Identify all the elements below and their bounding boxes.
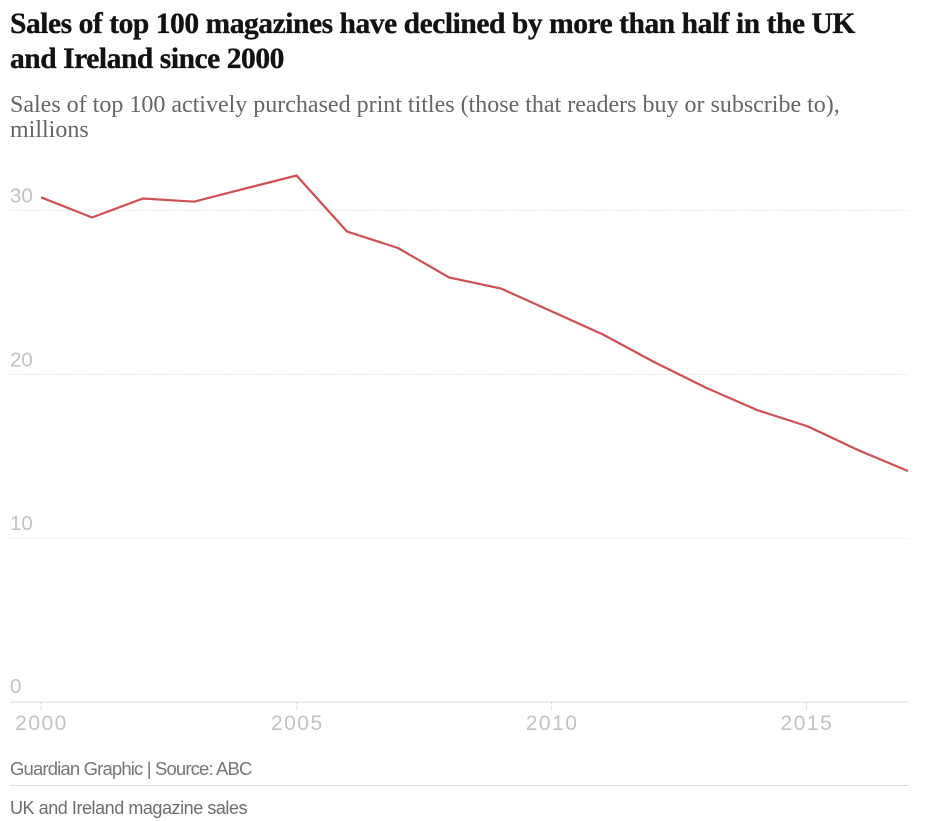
- svg-text:30: 30: [10, 184, 33, 207]
- svg-text:10: 10: [10, 512, 33, 535]
- svg-text:0: 0: [10, 675, 21, 698]
- svg-text:2005: 2005: [271, 712, 324, 735]
- svg-text:2015: 2015: [781, 712, 834, 735]
- svg-text:20: 20: [10, 348, 33, 371]
- svg-text:2000: 2000: [15, 712, 68, 735]
- svg-text:2010: 2010: [526, 712, 579, 735]
